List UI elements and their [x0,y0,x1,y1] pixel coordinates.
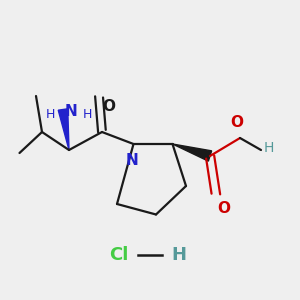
Text: O: O [102,99,115,114]
Text: H: H [82,107,92,121]
Text: N: N [64,103,77,118]
Text: H: H [264,142,274,155]
Polygon shape [58,109,69,150]
Text: H: H [46,107,56,121]
Text: Cl: Cl [110,246,129,264]
Polygon shape [172,144,212,161]
Text: N: N [126,153,138,168]
Text: O: O [230,116,244,130]
Text: H: H [171,246,186,264]
Text: O: O [218,201,230,216]
